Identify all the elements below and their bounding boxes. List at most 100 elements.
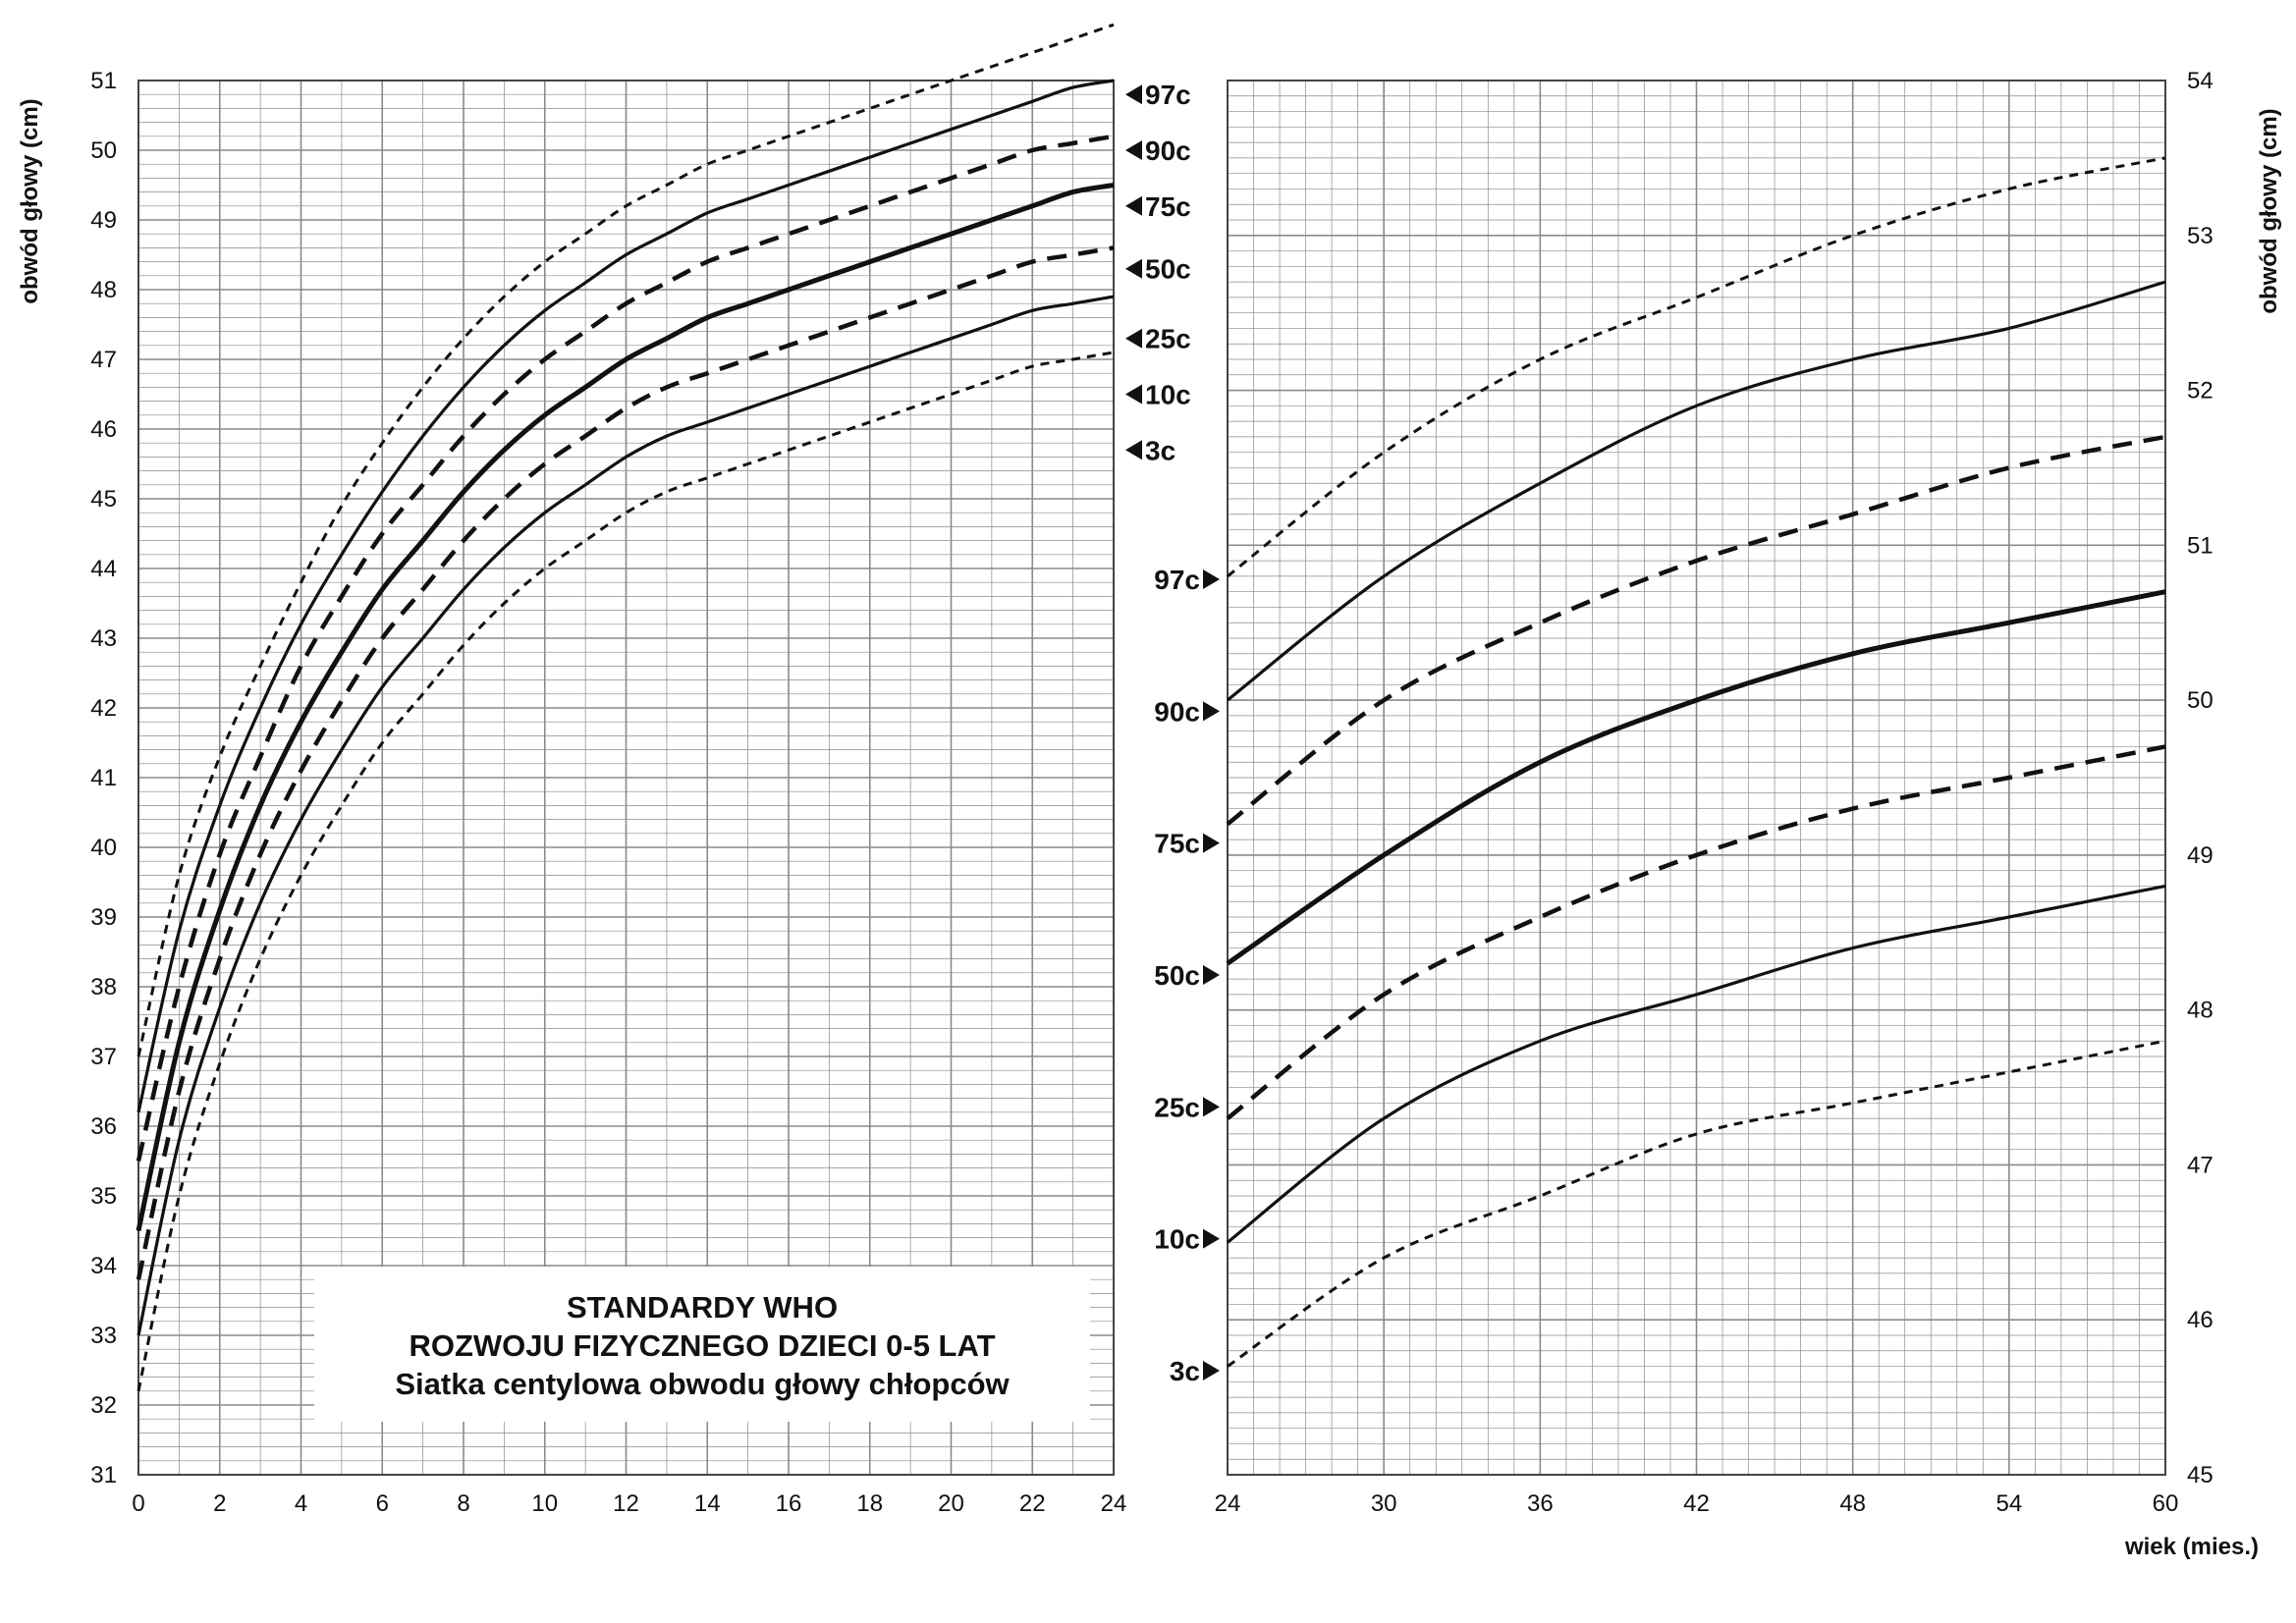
y-tick-label: 50 <box>90 137 117 164</box>
y-tick-label: 34 <box>90 1253 117 1279</box>
y-tick-label: 39 <box>90 904 117 931</box>
plot-frame <box>137 80 1115 1476</box>
y-tick-label: 50 <box>2187 687 2214 714</box>
label-arrow-10c <box>1203 1228 1220 1249</box>
x-tick-label: 18 <box>856 1490 883 1517</box>
label-arrow-3c <box>1203 1361 1220 1380</box>
y-tick-label: 49 <box>2187 842 2214 869</box>
x-axis-label: wiek (mies.) <box>2124 1534 2259 1560</box>
y-tick-label: 40 <box>90 835 117 861</box>
y-tick-label: 45 <box>90 486 117 513</box>
x-tick-label: 60 <box>2153 1490 2179 1517</box>
grid <box>137 80 2166 1476</box>
x-tick-label: 4 <box>295 1490 307 1517</box>
y-axis-label-right: obwód głowy (cm) <box>2256 108 2282 313</box>
x-tick-label: 42 <box>1683 1490 1710 1517</box>
centile-label-97c: 97c <box>1154 565 1200 595</box>
centile-label-25c: 25c <box>1154 1092 1200 1122</box>
centile-label-10c: 10c <box>1154 1224 1200 1255</box>
series-line-90c <box>137 79 1115 1113</box>
y-tick-label: 44 <box>90 556 117 582</box>
label-arrow-97c <box>1125 84 1142 105</box>
x-tick-label: 10 <box>531 1490 558 1517</box>
y-tick-label: 53 <box>2187 223 2214 249</box>
series-line-90c <box>1227 280 2166 702</box>
series-line-50c <box>1226 589 2166 966</box>
centile-label-3c: 3c <box>1145 435 1175 465</box>
y-tick-label: 52 <box>2187 378 2214 405</box>
y-tick-label: 45 <box>2187 1462 2214 1488</box>
y-tick-label: 48 <box>2187 998 2214 1024</box>
label-arrow-97c <box>1203 569 1220 589</box>
label-arrow-10c <box>1125 384 1142 405</box>
y-tick-label: 49 <box>90 207 117 234</box>
series <box>136 23 2166 1392</box>
title-line-3: Siatka centylowa obwodu głowy chłopców <box>395 1367 1010 1401</box>
y-axis-label-left: obwód głowy (cm) <box>17 98 43 303</box>
centile-label-25c: 25c <box>1145 324 1191 354</box>
y-tick-label: 47 <box>90 347 117 373</box>
label-arrow-50c <box>1125 258 1142 279</box>
y-tick-label: 32 <box>90 1392 117 1419</box>
x-tick-label: 2 <box>213 1490 226 1517</box>
x-tick-label: 14 <box>694 1490 721 1517</box>
x-tick-label: 20 <box>938 1490 964 1517</box>
x-tick-label: 22 <box>1019 1490 1046 1517</box>
y-tick-label: 47 <box>2187 1152 2214 1178</box>
centile-label-50c: 50c <box>1145 254 1191 285</box>
series-line-75c <box>1226 434 2166 827</box>
y-tick-label: 43 <box>90 625 117 652</box>
y-tick-label: 51 <box>2187 532 2214 559</box>
label-arrow-3c <box>1125 440 1142 460</box>
x-tick-label: 12 <box>613 1490 639 1517</box>
x-tick-label: 48 <box>1839 1490 1866 1517</box>
series-line-97c <box>1227 156 2166 578</box>
y-tick-label: 33 <box>90 1323 117 1349</box>
x-tick-label: 24 <box>1101 1490 1127 1517</box>
y-tick-label: 48 <box>90 277 117 303</box>
y-tick-label: 38 <box>90 974 117 1001</box>
y-tick-label: 37 <box>90 1044 117 1070</box>
y-tick-label: 46 <box>2187 1307 2214 1333</box>
y-tick-label: 54 <box>2187 68 2214 94</box>
label-arrow-90c <box>1125 140 1142 160</box>
series-line-50c <box>136 183 1115 1232</box>
series-line-25c <box>1226 744 2166 1120</box>
x-tick-label: 24 <box>1215 1490 1241 1517</box>
label-arrow-25c <box>1125 328 1142 349</box>
series-line-10c <box>1227 884 2166 1244</box>
series-line-97c <box>137 23 1115 1057</box>
series-line-3c <box>137 351 1115 1392</box>
centile-label-3c: 3c <box>1170 1356 1200 1386</box>
labels: 97c 90c 75c 50c 25c 10c 3c 97c 90c 75c 50c 25c 10c 3c <box>1125 80 1220 1386</box>
x-tick-label: 30 <box>1371 1490 1397 1517</box>
centile-label-90c: 90c <box>1145 135 1191 166</box>
y-tick-label: 31 <box>90 1462 117 1488</box>
label-arrow-75c <box>1125 195 1142 216</box>
centile-label-75c: 75c <box>1145 191 1191 222</box>
y-tick-label: 42 <box>90 695 117 722</box>
title-line-1: STANDARDY WHO <box>567 1290 838 1325</box>
y-tick-label: 36 <box>90 1113 117 1140</box>
x-tick-label: 6 <box>376 1490 389 1517</box>
label-arrow-50c <box>1203 965 1220 985</box>
y-tick-label: 51 <box>90 68 117 94</box>
axes: 0 2 4 6 8 10 12 14 16 18 20 22 243132333435363738394… <box>90 68 2213 1517</box>
centile-label-50c: 50c <box>1154 960 1200 991</box>
plot-frame <box>1227 80 2166 1476</box>
y-tick-label: 46 <box>90 416 117 443</box>
series-line-25c <box>136 245 1115 1280</box>
title-line-2: ROZWOJU FIZYCZNEGO DZIECI 0-5 LAT <box>409 1328 995 1363</box>
x-tick-label: 8 <box>457 1490 469 1517</box>
centile-label-90c: 90c <box>1154 696 1200 727</box>
x-tick-label: 54 <box>1995 1490 2022 1517</box>
label-arrow-75c <box>1203 833 1220 853</box>
label-arrow-90c <box>1203 701 1220 722</box>
series-line-3c <box>1227 1039 2166 1368</box>
series-line-10c <box>137 295 1115 1336</box>
label-arrow-25c <box>1203 1097 1220 1117</box>
y-tick-label: 35 <box>90 1183 117 1210</box>
centile-label-97c: 97c <box>1145 80 1191 110</box>
centile-label-10c: 10c <box>1145 380 1191 410</box>
